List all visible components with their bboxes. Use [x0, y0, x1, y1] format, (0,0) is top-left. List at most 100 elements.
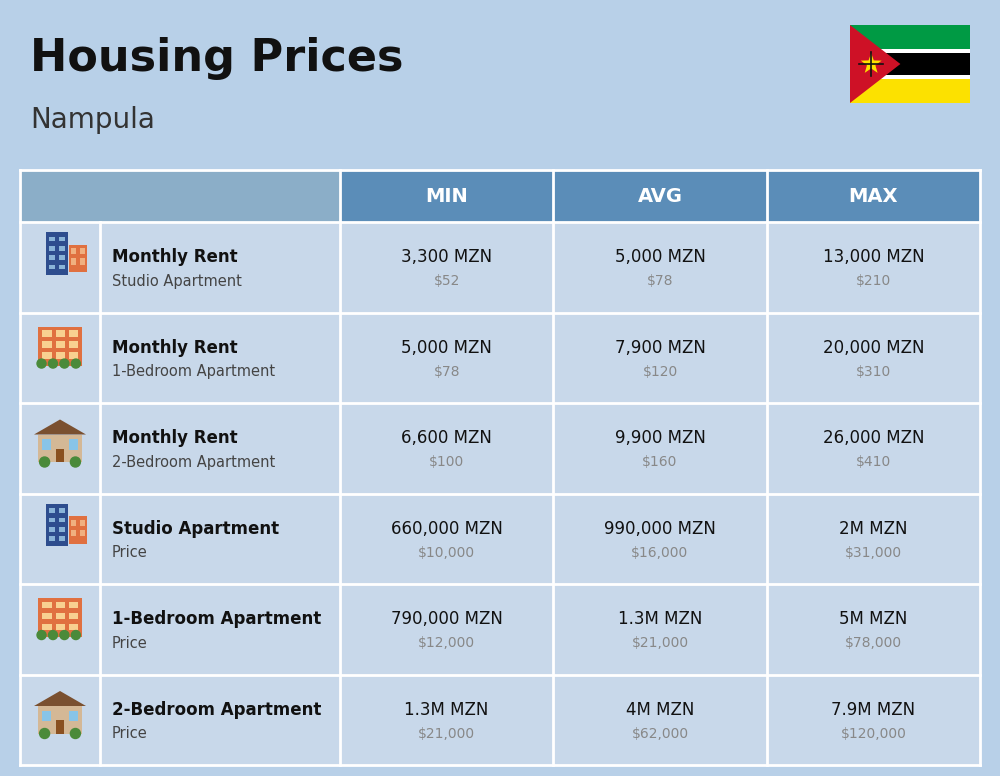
Bar [42, 439, 51, 450]
Polygon shape [34, 420, 86, 435]
Circle shape [37, 631, 46, 639]
Text: $10,000: $10,000 [418, 546, 475, 559]
Circle shape [40, 729, 50, 739]
Text: $78,000: $78,000 [845, 636, 902, 650]
Bar [850, 25, 970, 51]
Bar [49, 237, 55, 241]
Text: Housing Prices: Housing Prices [30, 36, 404, 79]
Text: $310: $310 [856, 365, 891, 379]
Bar [46, 504, 68, 546]
Text: AVG: AVG [638, 186, 682, 206]
Bar [59, 265, 65, 269]
Text: 1.3M MZN: 1.3M MZN [404, 701, 489, 719]
Bar [56, 352, 65, 359]
Bar [69, 352, 78, 359]
Text: 26,000 MZN: 26,000 MZN [823, 429, 924, 447]
Text: Price: Price [112, 546, 148, 560]
Text: $31,000: $31,000 [845, 546, 902, 559]
Bar [80, 248, 85, 254]
Text: $78: $78 [647, 274, 673, 288]
Text: MAX: MAX [849, 186, 898, 206]
Bar [80, 519, 85, 525]
Bar [56, 331, 65, 337]
Bar [850, 51, 970, 77]
Text: $12,000: $12,000 [418, 636, 475, 650]
Bar [59, 237, 65, 241]
Bar [59, 255, 65, 260]
Bar [69, 331, 78, 337]
Text: $16,000: $16,000 [631, 546, 689, 559]
Bar [38, 435, 82, 462]
Bar [850, 75, 970, 78]
Bar [80, 258, 85, 265]
Text: 4M MZN: 4M MZN [626, 701, 694, 719]
Text: $21,000: $21,000 [418, 727, 475, 741]
Bar [340, 170, 553, 222]
Text: Monthly Rent: Monthly Rent [112, 248, 238, 266]
Text: Price: Price [112, 636, 148, 651]
Bar [49, 508, 55, 513]
Text: 9,900 MZN: 9,900 MZN [615, 429, 705, 447]
Text: 13,000 MZN: 13,000 MZN [823, 248, 924, 266]
Text: 990,000 MZN: 990,000 MZN [604, 520, 716, 538]
Circle shape [70, 457, 80, 467]
Text: 7,900 MZN: 7,900 MZN [615, 339, 705, 357]
Bar [49, 518, 55, 522]
Text: 1-Bedroom Apartment: 1-Bedroom Apartment [112, 364, 275, 379]
Bar [69, 711, 78, 722]
Text: 1-Bedroom Apartment: 1-Bedroom Apartment [112, 610, 321, 629]
Text: $120: $120 [642, 365, 678, 379]
Text: 2M MZN: 2M MZN [839, 520, 908, 538]
Polygon shape [34, 691, 86, 706]
Circle shape [71, 359, 80, 368]
Text: 5M MZN: 5M MZN [839, 610, 908, 629]
Text: 2-Bedroom Apartment: 2-Bedroom Apartment [112, 701, 321, 719]
Text: 3,300 MZN: 3,300 MZN [401, 248, 492, 266]
Text: $210: $210 [856, 274, 891, 288]
Bar [49, 255, 55, 260]
Circle shape [40, 457, 50, 467]
Bar [767, 170, 980, 222]
Text: Studio Apartment: Studio Apartment [112, 274, 242, 289]
Bar [42, 624, 52, 630]
Bar [38, 706, 82, 733]
Text: Nampula: Nampula [30, 106, 155, 134]
Text: MIN: MIN [425, 186, 468, 206]
Bar [20, 222, 980, 313]
Bar [850, 77, 970, 103]
Circle shape [48, 359, 57, 368]
Bar [38, 598, 82, 637]
Text: 1.3M MZN: 1.3M MZN [618, 610, 702, 629]
Bar [56, 624, 65, 630]
Circle shape [60, 359, 69, 368]
Bar [20, 494, 980, 584]
Circle shape [60, 631, 69, 639]
Text: 2-Bedroom Apartment: 2-Bedroom Apartment [112, 455, 275, 469]
Bar [42, 341, 52, 348]
Bar [56, 602, 65, 608]
Text: Monthly Rent: Monthly Rent [112, 429, 238, 447]
Bar [42, 613, 52, 619]
Text: 6,600 MZN: 6,600 MZN [401, 429, 492, 447]
Bar [69, 613, 78, 619]
Bar [553, 170, 767, 222]
Text: 790,000 MZN: 790,000 MZN [391, 610, 503, 629]
Bar [59, 508, 65, 513]
Bar [56, 341, 65, 348]
Bar [20, 403, 980, 494]
Bar [71, 530, 76, 536]
Bar [20, 674, 980, 765]
Bar [69, 439, 78, 450]
Polygon shape [850, 25, 900, 103]
Bar [56, 449, 64, 462]
Circle shape [71, 631, 80, 639]
Text: Monthly Rent: Monthly Rent [112, 339, 238, 357]
Text: 7.9M MZN: 7.9M MZN [831, 701, 915, 719]
Bar [42, 711, 51, 722]
Bar [71, 258, 76, 265]
Circle shape [70, 729, 80, 739]
Text: $52: $52 [433, 274, 460, 288]
Bar [38, 327, 82, 365]
Text: $62,000: $62,000 [631, 727, 689, 741]
Text: 20,000 MZN: 20,000 MZN [823, 339, 924, 357]
